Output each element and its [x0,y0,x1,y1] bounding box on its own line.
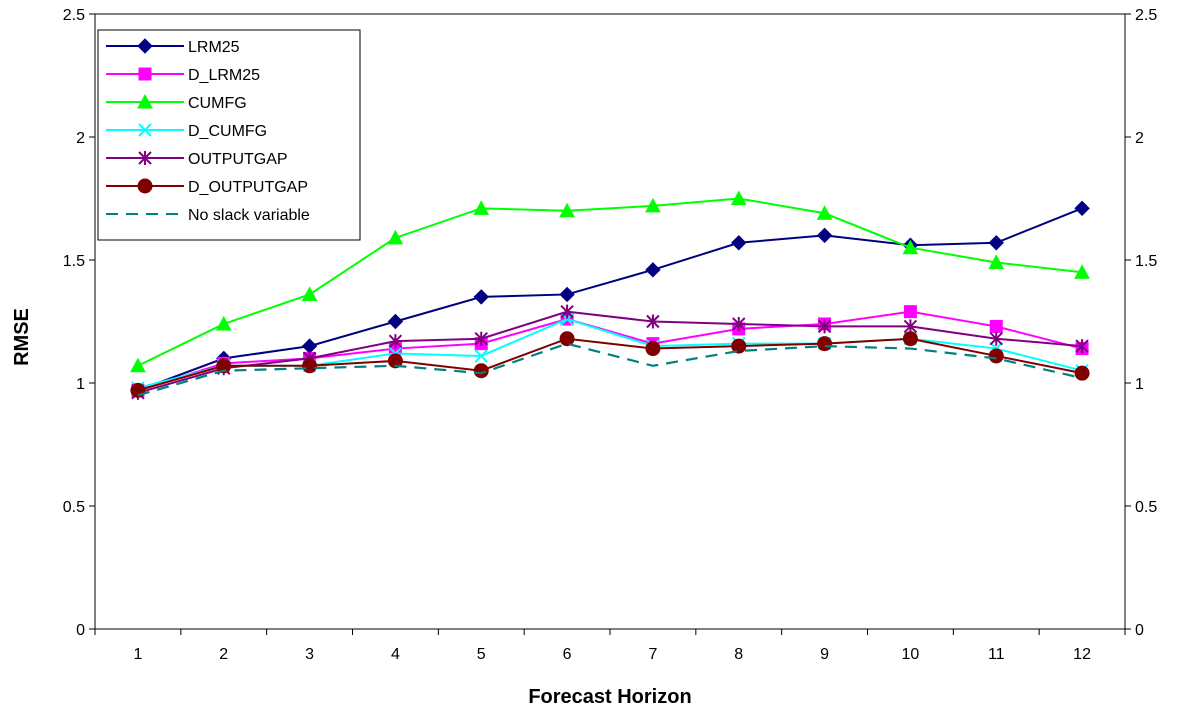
data-point-lrm25 [645,262,661,278]
y-tick-label-right: 2 [1135,130,1144,147]
x-tick-label: 3 [305,646,314,663]
data-point-d-outputgap [1074,365,1090,381]
data-point-d-outputgap [216,358,232,374]
legend-label-cumfg: CUMFG [188,95,247,112]
data-point-outputgap [817,319,832,334]
y-tick-label-right: 0 [1135,622,1144,639]
series-layer [130,190,1090,400]
x-tick-label: 1 [133,646,142,663]
legend-label-no-slack-variable: No slack variable [188,207,310,224]
legend-marker-d-outputgap [137,178,153,194]
series-line-no-slack-variable [137,342,1083,397]
data-point-outputgap [989,331,1003,346]
series-line-lrm25 [137,207,1083,392]
legend-marker-lrm25 [137,38,153,54]
y-tick-label-left: 0 [76,622,85,639]
y-tick-label-right: 1.5 [1135,253,1157,270]
data-point-cumfg [645,197,661,213]
y-tick-label-right: 2.5 [1135,7,1157,24]
x-tick-label: 6 [563,646,572,663]
legend-marker-outputgap [138,151,152,165]
y-tick-label-right: 0.5 [1135,499,1157,516]
data-point-d-outputgap [302,358,318,374]
data-point-outputgap [646,314,660,329]
data-point-outputgap [474,331,488,346]
legend: LRM25 D_LRM25 CUMFG D_CUMFG OUTPUTGAP D_OUTPU… [97,29,361,241]
y-tick-label-left: 1 [76,376,85,393]
x-tick-label: 2 [219,646,228,663]
data-point-cumfg [473,200,490,215]
data-point-d-lrm25 [989,319,1003,333]
series-d-outputgap [130,331,1090,398]
data-point-cumfg [130,357,146,373]
data-point-outputgap [903,319,918,334]
data-point-cumfg [387,229,404,245]
legend-label-lrm25: LRM25 [188,39,240,56]
data-point-cumfg [902,239,919,255]
data-point-outputgap [560,304,574,319]
data-point-cumfg [301,286,318,301]
data-point-lrm25 [1074,200,1090,217]
data-point-cumfg [730,190,747,205]
legend-label-d-lrm25: D_LRM25 [188,67,260,84]
data-point-outputgap [388,334,403,349]
legend-marker-d-lrm25 [138,67,152,81]
x-axis-title: Forecast Horizon [528,686,691,708]
data-point-d-outputgap [902,331,918,347]
x-tick-label: 11 [988,646,1005,663]
data-point-lrm25 [988,235,1004,251]
x-tick-label: 10 [902,646,920,663]
legend-marker-cumfg [137,93,153,109]
legend-box [97,29,361,241]
y-tick-label-left: 2.5 [63,7,85,24]
x-tick-label: 7 [648,646,657,663]
data-point-d-outputgap [731,338,747,354]
data-point-d-outputgap [559,331,575,347]
data-point-lrm25 [816,227,833,244]
legend-label-outputgap: OUTPUTGAP [188,151,288,168]
data-point-cumfg [816,205,833,220]
y-axis-title: RMSE [11,308,33,366]
legend-marker-d-cumfg [138,123,152,137]
x-tick-label: 5 [477,646,486,663]
data-point-lrm25 [731,235,747,251]
data-point-d-outputgap [817,336,833,352]
series-line-d-cumfg [137,317,1083,389]
x-tick-label: 12 [1073,646,1091,663]
data-point-d-outputgap [387,353,403,369]
data-point-d-cumfg [474,349,488,363]
x-tick-label: 9 [820,646,829,663]
series-cumfg [130,190,1090,373]
data-point-lrm25 [387,313,404,330]
series-line-outputgap [137,310,1083,394]
data-point-d-outputgap [645,341,661,357]
data-point-d-lrm25 [903,305,917,319]
series-line-cumfg [137,197,1083,367]
data-point-lrm25 [559,286,575,303]
series-outputgap [131,304,1089,400]
axes: 0 00.5 0.51 11.5 1.52 22.5 2.51 2 3 4 5 6 7 8 9 10 11 12 [63,7,1158,663]
data-point-d-outputgap [473,363,489,379]
y-tick-label-left: 0.5 [63,499,85,516]
data-point-d-outputgap [988,348,1004,364]
data-point-outputgap [732,316,746,331]
data-point-lrm25 [473,289,489,305]
data-point-cumfg [988,254,1005,269]
legend-label-d-cumfg: D_CUMFG [188,123,267,140]
data-point-cumfg [215,315,232,331]
data-point-outputgap [1075,339,1089,354]
series-line-d-outputgap [137,337,1083,392]
data-point-cumfg [1074,264,1090,279]
data-point-lrm25 [301,338,318,354]
y-tick-label-left: 2 [76,130,85,147]
y-tick-label-left: 1.5 [63,253,85,270]
x-tick-label: 4 [391,646,400,663]
y-tick-label-right: 1 [1135,376,1144,393]
series-no-slack-variable [137,342,1083,397]
data-point-cumfg [559,202,575,218]
x-tick-label: 8 [734,646,743,663]
legend-label-d-outputgap: D_OUTPUTGAP [188,179,308,196]
